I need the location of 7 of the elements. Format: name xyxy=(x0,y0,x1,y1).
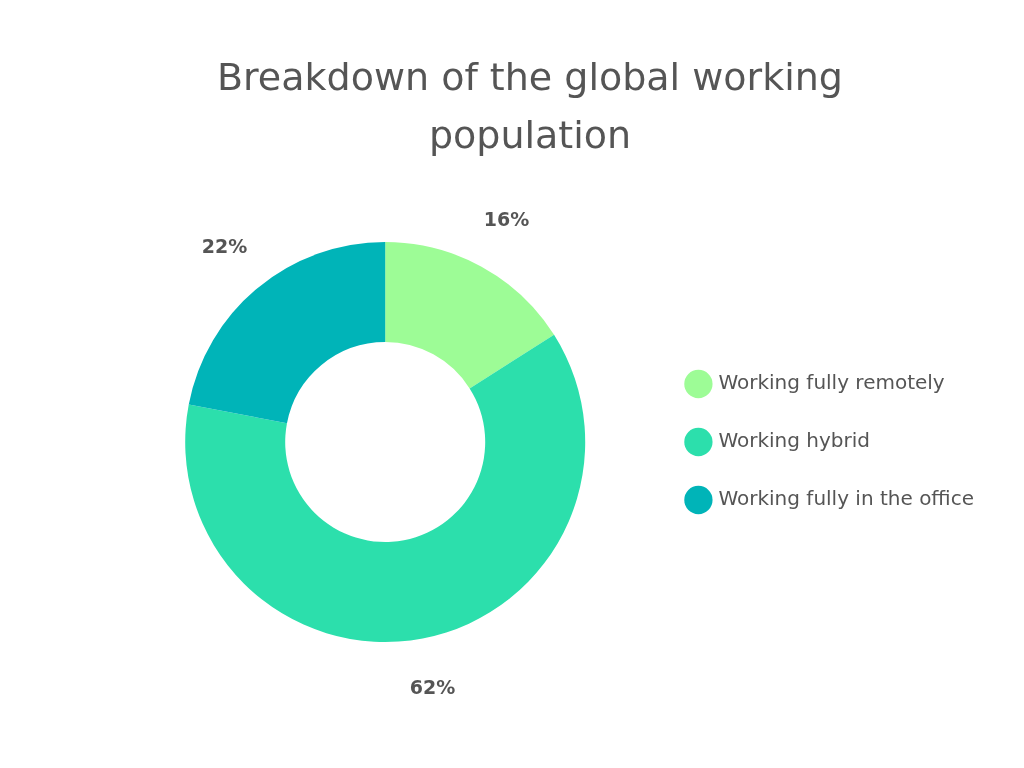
legend-label: Working hybrid xyxy=(718,428,871,453)
data-label: 16% xyxy=(483,208,530,231)
data-label: 62% xyxy=(409,676,456,699)
chart-title: Breakdown of the global working population xyxy=(216,54,844,159)
legend-label: Working fully remotely xyxy=(718,370,945,395)
legend-label: Working fully in the office xyxy=(718,486,975,511)
data-label: 22% xyxy=(201,234,248,257)
